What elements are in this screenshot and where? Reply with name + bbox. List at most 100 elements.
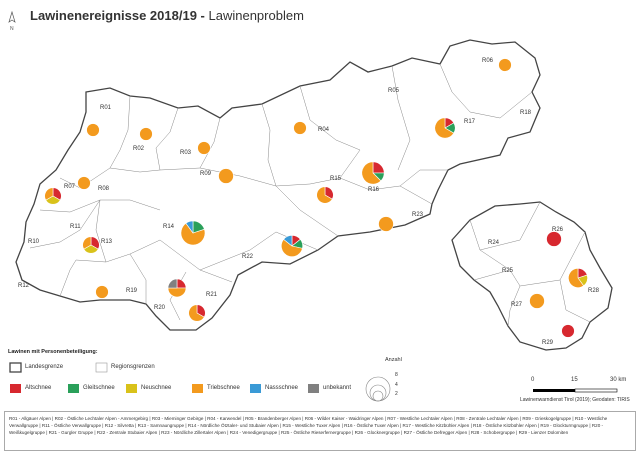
region-label-r19: R19 [126, 288, 138, 294]
pie-r15 [316, 186, 334, 204]
pie-slice-triebschnee [316, 186, 333, 204]
size-legend-title: Anzahl [385, 357, 402, 363]
legend-title: Lawinen mit Personenbeteiligung: [8, 349, 98, 355]
pie-slice-triebschnee [82, 236, 92, 250]
pie-r13 [82, 236, 100, 254]
east-tyrol-outline [451, 201, 613, 351]
pie-slice-triebschnee [529, 293, 545, 309]
pie-slice-altschnee [546, 231, 562, 247]
scale-label-0: 0 [531, 377, 535, 383]
pie-r03 [197, 141, 211, 155]
size-legend-label-2: 2 [395, 391, 398, 397]
pie-slice-triebschnee [361, 161, 382, 185]
pie-slice-triebschnee [293, 121, 307, 135]
avalanche-pies [44, 58, 588, 338]
region-label-r23: R23 [412, 212, 424, 218]
region-label-r02: R02 [133, 146, 145, 152]
pie-r02 [139, 127, 153, 141]
region-footnote: R01 - Allgäuer Alpen | R02 - Östliche Le… [4, 411, 636, 451]
pie-slice-triebschnee [188, 304, 205, 322]
pie-slice-triebschnee [167, 287, 187, 298]
region-label-r01: R01 [100, 105, 112, 111]
region-label-r04: R04 [318, 127, 330, 133]
north-label: N [10, 26, 14, 32]
region-label-r14: R14 [163, 224, 175, 230]
pie-slice-nassschnee [185, 220, 194, 234]
pie-r27 [529, 293, 545, 309]
legend-swatches [9, 362, 319, 393]
pie-slice-triebschnee [95, 285, 109, 299]
credits: Lawinenwarndienst Tirol (2019); Geodaten… [520, 397, 630, 403]
region-label-r27: R27 [511, 302, 523, 308]
pie-slice-triebschnee [218, 168, 234, 184]
pie-r26 [546, 231, 562, 247]
region-label-r20: R20 [154, 305, 166, 311]
region-label-r28: R28 [588, 288, 600, 294]
legend-swatch-triebschnee [192, 384, 203, 393]
region-label-r18: R18 [520, 110, 532, 116]
region-label-r15: R15 [330, 176, 342, 182]
size-legend-2 [372, 390, 384, 402]
north-arrow-icon: N [8, 10, 16, 32]
region-label-r26: R26 [552, 227, 564, 233]
legend-swatch-altschnee [10, 384, 21, 393]
size-legend [365, 376, 391, 402]
pie-slice-unbekannt [167, 278, 178, 289]
region-label-r17: R17 [464, 119, 476, 125]
pie-r29 [561, 324, 575, 338]
pie-r21 [188, 304, 206, 322]
size-legend-8 [365, 376, 391, 402]
legend-landesgrenze-swatch [9, 362, 22, 373]
pie-r06 [498, 58, 512, 72]
pie-r07 [44, 187, 62, 205]
pie-slice-altschnee [561, 324, 575, 338]
region-label-r06: R06 [482, 58, 494, 64]
pie-r09 [218, 168, 234, 184]
pie-slice-triebschnee [197, 141, 211, 155]
pie-r23 [378, 216, 394, 232]
legend-label-nassschnee: Nassschnee [265, 385, 299, 391]
pie-r01 [86, 123, 100, 137]
region-label-r05: R05 [388, 88, 400, 94]
region-label-r08: R08 [98, 186, 110, 192]
map-title-subtitle: Lawinenproblem [208, 8, 304, 23]
region-label-r11: R11 [70, 224, 81, 230]
north-tyrol-outline [15, 39, 541, 331]
legend-swatch-neuschnee [126, 384, 137, 393]
region-label-r24: R24 [488, 240, 500, 246]
pie-r16 [361, 161, 385, 185]
region-label-r12: R12 [18, 283, 30, 289]
region-label-r07: R07 [64, 184, 76, 190]
region-label-r25: R25 [502, 268, 514, 274]
legend-regionsgrenzen-swatch [95, 362, 108, 373]
pie-r14 [180, 220, 206, 246]
pie-slice-triebschnee [180, 222, 206, 246]
pie-slice-triebschnee [77, 176, 91, 190]
region-labels: R01 R02 R03 R04 R05 R06 R07 R08 R09 R10 R11 R12 R13 R… [18, 58, 600, 346]
legend-label-gleitschnee: Gleitschnee [83, 385, 115, 391]
scale-bar [533, 388, 618, 393]
legend-swatch-nassschnee [250, 384, 261, 393]
region-label-r22: R22 [242, 254, 254, 260]
region-label-r29: R29 [542, 340, 554, 346]
region-label-r13: R13 [101, 239, 113, 245]
size-legend-4 [369, 384, 387, 402]
size-legend-label-8: 8 [395, 372, 398, 378]
scale-label-30: 30 km [610, 377, 627, 383]
pie-r07b [77, 176, 91, 190]
pie-r19 [95, 285, 109, 299]
region-label-r09: R09 [200, 171, 212, 177]
legend-label-unbekannt: unbekannt [323, 385, 352, 391]
map-title-bold: Lawinenereignisse 2018/19 - [30, 8, 205, 23]
pie-slice-triebschnee [44, 187, 54, 201]
legend-swatch-unbekannt [308, 384, 319, 393]
pie-slice-triebschnee [498, 58, 512, 72]
map-title: Lawinenereignisse 2018/19 - Lawinenprobl… [30, 8, 304, 23]
region-label-r21: R21 [206, 292, 218, 298]
region-label-r10: R10 [28, 239, 40, 245]
pie-slice-triebschnee [568, 268, 585, 288]
pie-r28 [568, 268, 588, 288]
pie-r20 [167, 278, 187, 298]
legend-regionsgrenzen-label: Regionsgrenzen [111, 364, 155, 370]
